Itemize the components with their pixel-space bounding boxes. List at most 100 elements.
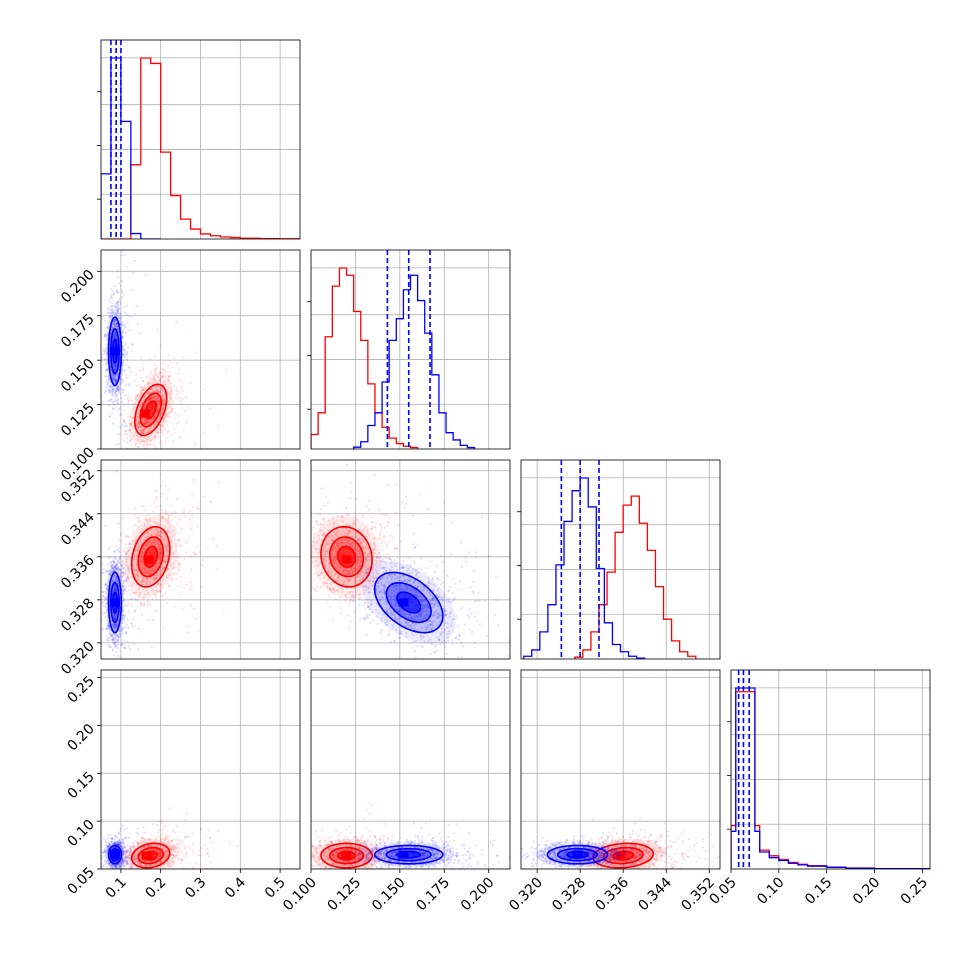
scatter-point-b [115, 588, 118, 591]
scatter-point-a [136, 446, 139, 449]
scatter-point-a [134, 609, 137, 612]
scatter-point-a [349, 577, 352, 580]
scatter-point-a [140, 429, 144, 433]
scatter-point-a [149, 397, 152, 401]
scatter-point-a [337, 546, 340, 549]
scatter-point-b [472, 591, 475, 594]
scatter-point-b [113, 312, 116, 316]
scatter-point-b [441, 599, 444, 602]
scatter-point-a [351, 544, 354, 547]
scatter-point-a [158, 424, 161, 427]
scatter-point-a [140, 401, 143, 404]
scatter-point-b [115, 623, 118, 627]
scatter-point-b [113, 622, 116, 625]
scatter-point-a [170, 382, 173, 385]
scatter-point-a [131, 539, 134, 542]
scatter-point-a [164, 415, 167, 418]
density-peak-a [341, 555, 352, 564]
scatter-point-a [153, 574, 157, 577]
scatter-point-a [319, 523, 323, 527]
scatter-point-b [116, 559, 119, 562]
scatter-point-a [331, 559, 334, 562]
scatter-point-b [138, 369, 141, 372]
scatter-point-a [334, 533, 338, 537]
scatter-point-a [156, 399, 159, 402]
scatter-point-a [157, 533, 161, 536]
scatter-point-b [121, 572, 124, 575]
scatter-point-b [117, 291, 120, 295]
scatter-point-a [165, 544, 168, 548]
scatter-point-b [122, 324, 126, 327]
scatter-point-a [143, 422, 146, 425]
scatter-point-a [340, 566, 344, 569]
scatter-point-b [407, 580, 410, 583]
scatter-point-a [141, 428, 144, 432]
scatter-point-a [360, 540, 363, 543]
scatter-point-a [144, 579, 147, 582]
scatter-point-b [362, 564, 365, 568]
scatter-point-a [382, 534, 385, 537]
scatter-point-a [160, 535, 163, 538]
scatter-point-a [152, 538, 155, 541]
scatter-point-a [416, 543, 419, 546]
scatter-point-a [120, 571, 124, 574]
scatter-point-b [116, 386, 119, 389]
scatter-point-b [116, 311, 119, 314]
scatter-point-a [156, 523, 159, 526]
scatter-point-a [442, 501, 446, 504]
scatter-point-a [189, 381, 192, 385]
scatter-point-a [156, 420, 159, 423]
scatter-point-a [135, 394, 138, 397]
scatter-point-a [173, 427, 176, 430]
scatter-point-b [113, 368, 117, 371]
scatter-point-b [114, 589, 117, 592]
scatter-point-b [109, 573, 112, 576]
scatter-point-a [343, 578, 346, 582]
scatter-point-a [323, 526, 327, 529]
scatter-point-b [112, 653, 116, 657]
scatter-point-b [113, 622, 116, 626]
scatter-point-a [147, 530, 150, 533]
scatter-point-b [108, 626, 111, 629]
scatter-point-b [367, 592, 370, 595]
scatter-point-b [109, 385, 112, 388]
scatter-point-a [330, 590, 333, 593]
scatter-point-b [123, 592, 126, 595]
scatter-point-a [148, 388, 151, 391]
scatter-point-b [120, 644, 123, 647]
scatter-point-b [104, 357, 107, 361]
scatter-point-a [356, 575, 359, 578]
scatter-point-b [384, 556, 387, 559]
scatter-point-a [366, 553, 369, 557]
scatter-point-b [105, 368, 109, 371]
scatter-point-a [367, 579, 370, 583]
scatter-point-a [149, 388, 153, 391]
scatter-point-a [368, 533, 371, 536]
scatter-point-a [152, 542, 155, 545]
scatter-point-b [371, 584, 374, 587]
scatter-point-a [145, 420, 148, 424]
scatter-point-a [365, 559, 368, 563]
scatter-point-a [371, 577, 375, 580]
scatter-point-a [167, 380, 170, 383]
scatter-point-a [144, 421, 147, 424]
scatter-point-b [119, 284, 122, 288]
scatter-point-b [109, 555, 112, 559]
scatter-point-a [163, 398, 166, 401]
scatter-point-b [394, 600, 397, 603]
scatter-point-a [133, 444, 136, 447]
scatter-point-b [103, 349, 107, 352]
scatter-point-a [365, 586, 368, 589]
scatter-point-b [126, 717, 128, 719]
scatter-point-a [177, 561, 180, 565]
scatter-point-a [359, 542, 363, 545]
scatter-point-b [122, 579, 125, 583]
scatter-point-a [429, 523, 432, 526]
scatter-point-a [194, 553, 197, 556]
scatter-point-b [111, 578, 115, 581]
scatter-point-a [344, 599, 347, 602]
scatter-point-a [336, 542, 339, 545]
scatter-point-b [106, 585, 110, 588]
scatter-point-b [143, 603, 146, 606]
scatter-point-a [352, 599, 356, 602]
